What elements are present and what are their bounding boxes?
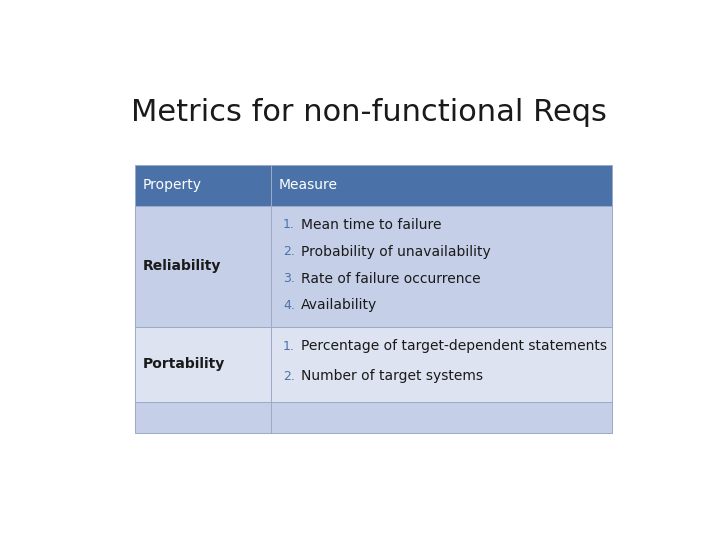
Bar [271,402,612,433]
Bar [271,327,612,402]
Text: Portability: Portability [143,357,225,371]
Text: Measure: Measure [279,178,338,192]
Text: 1.: 1. [283,218,294,232]
Text: Mean time to failure: Mean time to failure [301,218,442,232]
Bar [135,206,271,327]
Text: 3.: 3. [283,272,294,285]
Text: 1.: 1. [283,340,294,353]
Text: Property: Property [143,178,202,192]
Text: 4.: 4. [283,299,294,312]
Text: Reliability: Reliability [143,259,221,273]
Text: Availability: Availability [301,298,377,312]
Text: Probability of unavailability: Probability of unavailability [301,245,491,259]
Text: Percentage of target-dependent statements: Percentage of target-dependent statement… [301,339,607,353]
Bar [135,327,271,402]
Text: 2.: 2. [283,245,294,258]
Text: Rate of failure occurrence: Rate of failure occurrence [301,272,481,286]
Bar [271,206,612,327]
Bar [135,402,271,433]
Bar [135,165,271,206]
Text: Metrics for non-functional Reqs: Metrics for non-functional Reqs [131,98,607,127]
Bar [271,165,612,206]
Text: 2.: 2. [283,370,294,383]
Text: Number of target systems: Number of target systems [301,369,483,383]
